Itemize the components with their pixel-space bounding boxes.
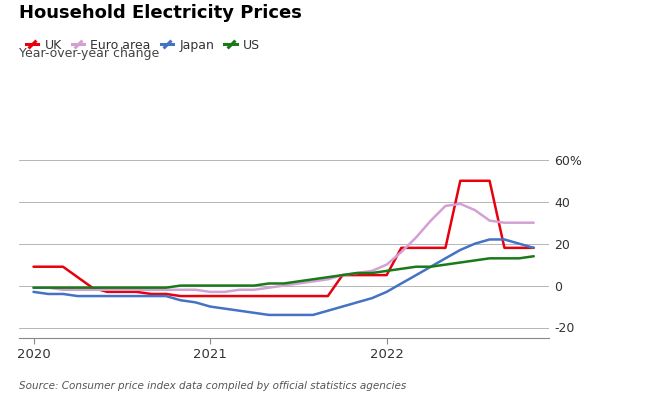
Text: Year-over-year change: Year-over-year change	[19, 47, 160, 60]
Text: Source: Consumer price index data compiled by official statistics agencies: Source: Consumer price index data compil…	[19, 381, 406, 391]
Legend: UK, Euro area, Japan, US: UK, Euro area, Japan, US	[26, 39, 260, 51]
Text: Household Electricity Prices: Household Electricity Prices	[19, 4, 302, 22]
